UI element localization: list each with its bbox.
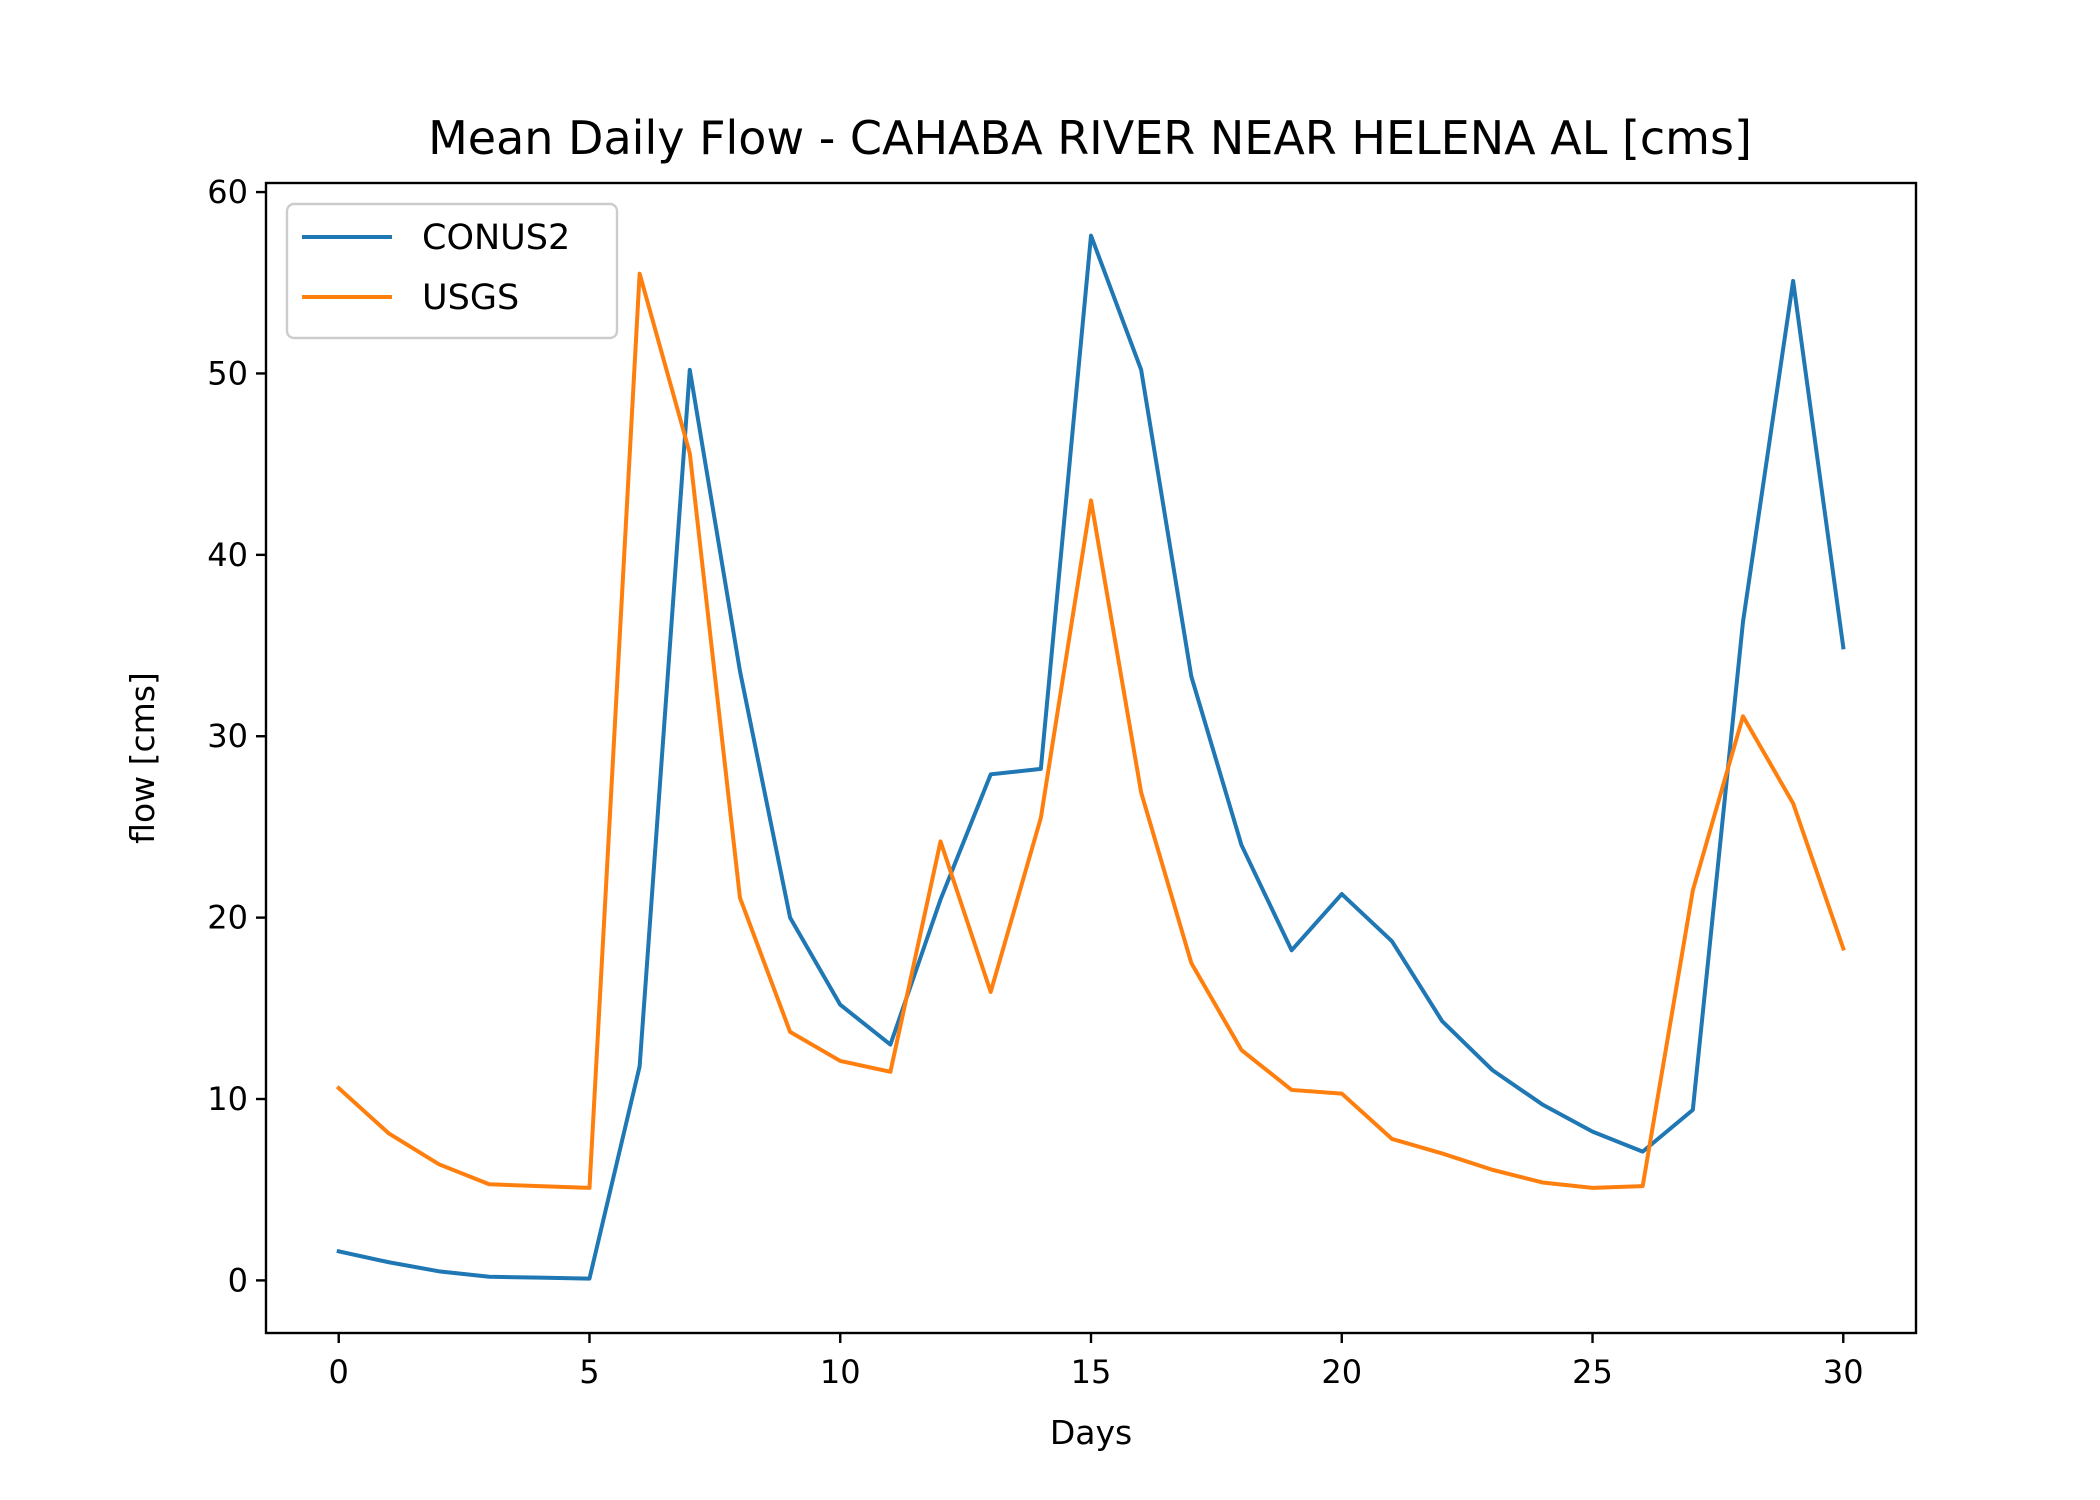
legend: CONUS2 USGS xyxy=(285,202,619,340)
x-tick-label: 15 xyxy=(1071,1353,1112,1391)
x-tick-label: 20 xyxy=(1321,1353,1362,1391)
legend-label-conus2: CONUS2 xyxy=(422,218,570,258)
y-tick-label: 30 xyxy=(207,717,248,755)
series-line-conus2 xyxy=(336,233,1846,1281)
y-tick-label: 50 xyxy=(207,354,248,392)
plot-area xyxy=(264,181,1918,1335)
plot-background xyxy=(266,183,1916,1333)
x-tick-label: 5 xyxy=(579,1353,599,1391)
series-line-usgs xyxy=(335,271,1846,1190)
x-axis: 0 5 10 15 20 25 30 xyxy=(329,1333,1864,1391)
chart-title: Mean Daily Flow - CAHABA RIVER NEAR HELE… xyxy=(428,111,1752,165)
y-tick-label: 10 xyxy=(207,1080,248,1118)
x-tick-label: 30 xyxy=(1823,1353,1864,1391)
legend-label-usgs: USGS xyxy=(422,278,519,318)
x-axis-label: Days xyxy=(1050,1413,1132,1452)
y-tick-label: 0 xyxy=(228,1261,248,1299)
y-axis-label: flow [cms] xyxy=(123,672,162,844)
x-tick-label: 0 xyxy=(329,1353,349,1391)
y-tick-label: 60 xyxy=(207,173,248,211)
x-tick-label: 10 xyxy=(820,1353,861,1391)
y-axis: 0 10 20 30 40 50 60 xyxy=(207,173,266,1299)
y-tick-label: 40 xyxy=(207,536,248,574)
series-layer xyxy=(335,233,1846,1281)
y-tick-label: 20 xyxy=(207,899,248,937)
x-tick-label: 25 xyxy=(1572,1353,1613,1391)
